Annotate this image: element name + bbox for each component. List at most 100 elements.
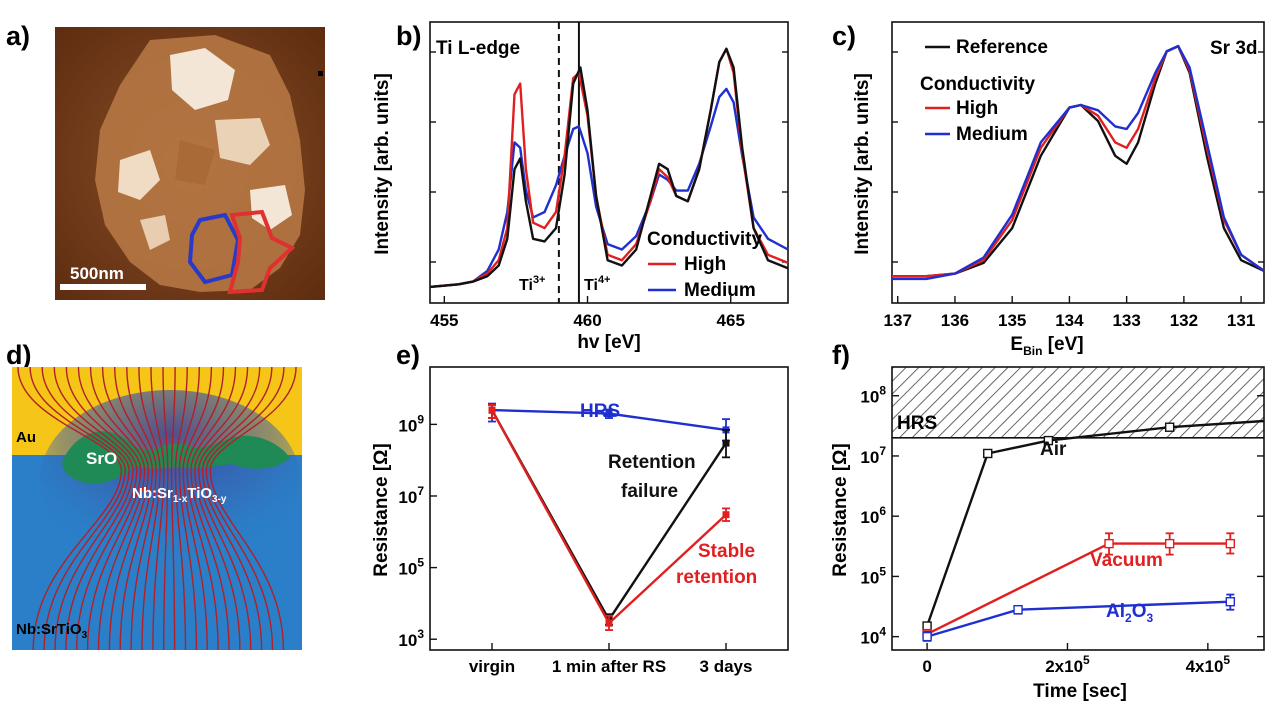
x-tick-label-c: 131 bbox=[1227, 311, 1255, 330]
data-point-f bbox=[1164, 422, 1175, 432]
data-point-f bbox=[983, 448, 993, 459]
hrs-hatched-region bbox=[892, 367, 1264, 438]
label-air-f: Air bbox=[1040, 439, 1067, 460]
ti4-label: Ti4+ bbox=[584, 274, 610, 294]
label-failure-e: failure bbox=[621, 481, 678, 502]
data-point-f bbox=[1013, 605, 1023, 615]
y-tick-label-f: 104 bbox=[860, 625, 886, 648]
x-tick-label-e: virgin bbox=[469, 657, 515, 676]
panel-b-xlabel: hv [eV] bbox=[577, 332, 640, 353]
panel-c-xlabel: EBin [eV] bbox=[1010, 334, 1083, 358]
plot-frame-f bbox=[891, 366, 1265, 651]
label-al2o3-f: Al2O3 bbox=[1106, 601, 1153, 625]
field-line bbox=[178, 367, 200, 650]
y-tick-label-e: 103 bbox=[398, 627, 424, 650]
x-tick-label-e: 1 min after RS bbox=[552, 657, 666, 676]
data-point-e bbox=[605, 619, 613, 627]
data-point-e bbox=[722, 511, 730, 519]
field-line bbox=[17, 367, 123, 650]
panel-b-ylabel: Intensity [arb. units] bbox=[372, 73, 393, 255]
x-tick-label-b: 455 bbox=[430, 311, 458, 330]
au-label: Au bbox=[16, 429, 36, 446]
x-tick-label-f: 0 bbox=[922, 657, 931, 676]
series-line-e-1 bbox=[490, 409, 728, 621]
series-line-f-0 bbox=[925, 419, 1265, 627]
panel-label-f: f) bbox=[832, 340, 850, 370]
y-tick-label-f: 106 bbox=[860, 504, 886, 527]
legend-title-b: Conductivity bbox=[647, 229, 762, 250]
data-point-e bbox=[722, 439, 730, 447]
panel-f-ylabel: Resistance [Ω] bbox=[830, 443, 851, 577]
sro-label: SrO bbox=[86, 449, 117, 468]
legend-label-medium-c: Medium bbox=[956, 124, 1028, 145]
field-line bbox=[89, 367, 146, 650]
x-tick-label-b: 465 bbox=[717, 311, 745, 330]
data-point-e bbox=[488, 406, 496, 414]
field-line bbox=[201, 367, 273, 650]
series-line-e-2 bbox=[490, 409, 727, 625]
x-tick-label-c: 136 bbox=[941, 311, 969, 330]
y-tick-label-f: 107 bbox=[860, 444, 886, 467]
high-region-outline bbox=[227, 209, 296, 295]
medium-region-outline bbox=[187, 212, 241, 285]
field-line bbox=[138, 367, 161, 650]
data-point-f bbox=[1225, 538, 1236, 549]
label-retention-e: Retention bbox=[608, 452, 696, 473]
label-retention-stable-e: retention bbox=[676, 567, 757, 588]
data-point-f bbox=[1104, 538, 1114, 549]
spectrum-line-c-0 bbox=[892, 44, 1265, 278]
label-stable-e: Stable bbox=[698, 541, 755, 562]
field-line bbox=[194, 367, 249, 650]
field-line bbox=[53, 367, 134, 650]
panel-label-d: d) bbox=[6, 340, 31, 370]
panel-c-sr-3d: 137 136 135 134 133 132 131 Sr 3d EBin [eV] In… bbox=[852, 21, 1265, 358]
legend-label-high-b: High bbox=[684, 254, 726, 275]
legend-label-high-c: High bbox=[956, 98, 998, 119]
data-point-f bbox=[922, 631, 932, 642]
x-tick-label-e: 3 days bbox=[700, 657, 753, 676]
panel-f-xlabel: Time [sec] bbox=[1033, 681, 1127, 701]
series-line-f-2 bbox=[926, 600, 1231, 638]
field-line bbox=[65, 367, 138, 650]
y-tick-label-e: 109 bbox=[398, 412, 424, 435]
data-point-e bbox=[605, 410, 613, 418]
label-hrs-e: HRS bbox=[580, 401, 620, 422]
field-line bbox=[174, 367, 188, 650]
y-tick-label-f: 105 bbox=[860, 564, 886, 587]
filament-label: Nb:Sr1-xTiO3-y bbox=[132, 485, 227, 505]
spectrum-line-b-2 bbox=[429, 87, 789, 289]
field-line bbox=[162, 367, 169, 650]
panel-e-retention: 109 107 105 103 virgin 1 min after RS 3 days R… bbox=[371, 366, 789, 676]
data-point-f bbox=[1225, 597, 1236, 607]
x-tick-label-f: 4x105 bbox=[1186, 653, 1231, 676]
y-tick-label-e: 107 bbox=[398, 484, 424, 507]
panel-label-a: a) bbox=[6, 21, 30, 51]
x-tick-label-c: 135 bbox=[998, 311, 1026, 330]
y-tick-label-f: 108 bbox=[860, 384, 886, 407]
panel-label-e: e) bbox=[396, 340, 420, 370]
data-point-f bbox=[1043, 435, 1054, 446]
field-line bbox=[182, 367, 213, 650]
field-line bbox=[205, 367, 285, 650]
field-line bbox=[41, 367, 130, 650]
afm-image: 500nm bbox=[55, 27, 325, 300]
data-point-f bbox=[922, 621, 932, 631]
panel-f-environment: 108 107 106 105 104 0 2x105 4x105 Time [sec] Re… bbox=[830, 366, 1265, 701]
ti3-label: Ti3+ bbox=[519, 274, 545, 294]
field-line bbox=[209, 367, 297, 650]
legend-label-reference-c: Reference bbox=[956, 37, 1048, 58]
filament-schematic: Au SrO Nb:Sr1-xTiO3-y Nb:SrTiO3 bbox=[12, 367, 302, 650]
field-line bbox=[170, 367, 176, 650]
panel-c-annotation: Sr 3d bbox=[1210, 38, 1258, 59]
field-line bbox=[150, 367, 165, 650]
panel-b-annotation: Ti L-edge bbox=[436, 38, 520, 59]
panel-label-b: b) bbox=[396, 21, 421, 51]
label-vacuum-f: Vacuum bbox=[1090, 550, 1163, 571]
field-line bbox=[126, 367, 157, 650]
scale-bar-label: 500nm bbox=[70, 264, 124, 283]
x-tick-label-c: 133 bbox=[1112, 311, 1140, 330]
field-line bbox=[186, 367, 225, 650]
legend-title-c: Conductivity bbox=[920, 74, 1035, 95]
field-line bbox=[190, 367, 237, 650]
